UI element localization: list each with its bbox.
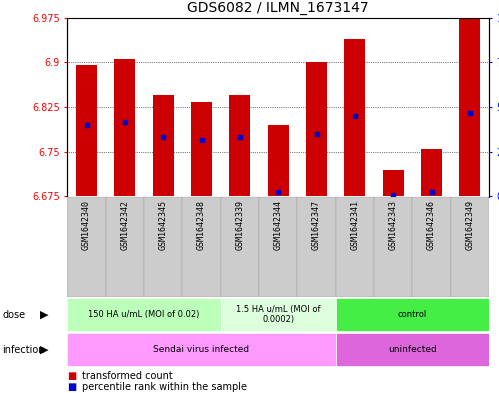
Bar <box>76 65 97 196</box>
Bar <box>459 18 481 196</box>
Text: GSM1642340: GSM1642340 <box>82 200 91 250</box>
Text: control: control <box>398 310 427 319</box>
Bar <box>336 196 374 297</box>
Text: dose: dose <box>2 310 25 320</box>
Bar <box>191 102 212 196</box>
Bar <box>451 196 489 297</box>
Text: percentile rank within the sample: percentile rank within the sample <box>82 382 248 392</box>
Bar <box>67 298 221 331</box>
Text: GSM1642346: GSM1642346 <box>427 200 436 250</box>
Text: GSM1642347: GSM1642347 <box>312 200 321 250</box>
Text: 1.5 HA u/mL (MOI of
0.0002): 1.5 HA u/mL (MOI of 0.0002) <box>236 305 320 325</box>
Bar <box>336 298 489 331</box>
Bar <box>106 196 144 297</box>
Text: GSM1642344: GSM1642344 <box>273 200 283 250</box>
Bar <box>336 333 489 366</box>
Text: Sendai virus infected: Sendai virus infected <box>154 345 250 354</box>
Text: GSM1642339: GSM1642339 <box>236 200 245 250</box>
Bar <box>67 196 106 297</box>
Text: ■: ■ <box>67 371 77 382</box>
Text: GSM1642342: GSM1642342 <box>120 200 129 250</box>
Bar <box>182 196 221 297</box>
Text: ▶: ▶ <box>39 310 48 320</box>
Text: infection: infection <box>2 345 45 355</box>
Bar <box>344 39 365 197</box>
Bar <box>221 196 259 297</box>
Bar <box>144 196 182 297</box>
Text: GSM1642345: GSM1642345 <box>159 200 168 250</box>
Text: ▶: ▶ <box>39 345 48 355</box>
Text: GSM1642341: GSM1642341 <box>350 200 359 250</box>
Bar <box>114 59 135 196</box>
Bar <box>421 149 442 196</box>
Bar <box>230 95 250 196</box>
Bar <box>374 196 412 297</box>
Text: transformed count: transformed count <box>82 371 173 382</box>
Text: GSM1642349: GSM1642349 <box>466 200 475 250</box>
Title: GDS6082 / ILMN_1673147: GDS6082 / ILMN_1673147 <box>188 1 369 15</box>
Text: GSM1642348: GSM1642348 <box>197 200 206 250</box>
Bar <box>383 170 404 196</box>
Text: 150 HA u/mL (MOI of 0.02): 150 HA u/mL (MOI of 0.02) <box>88 310 200 319</box>
Bar <box>67 333 336 366</box>
Bar <box>306 62 327 196</box>
Bar <box>412 196 451 297</box>
Bar <box>221 298 336 331</box>
Bar <box>153 95 174 196</box>
Text: ■: ■ <box>67 382 77 392</box>
Bar <box>297 196 336 297</box>
Text: GSM1642343: GSM1642343 <box>389 200 398 250</box>
Bar <box>259 196 297 297</box>
Text: uninfected: uninfected <box>388 345 437 354</box>
Bar <box>267 125 289 196</box>
